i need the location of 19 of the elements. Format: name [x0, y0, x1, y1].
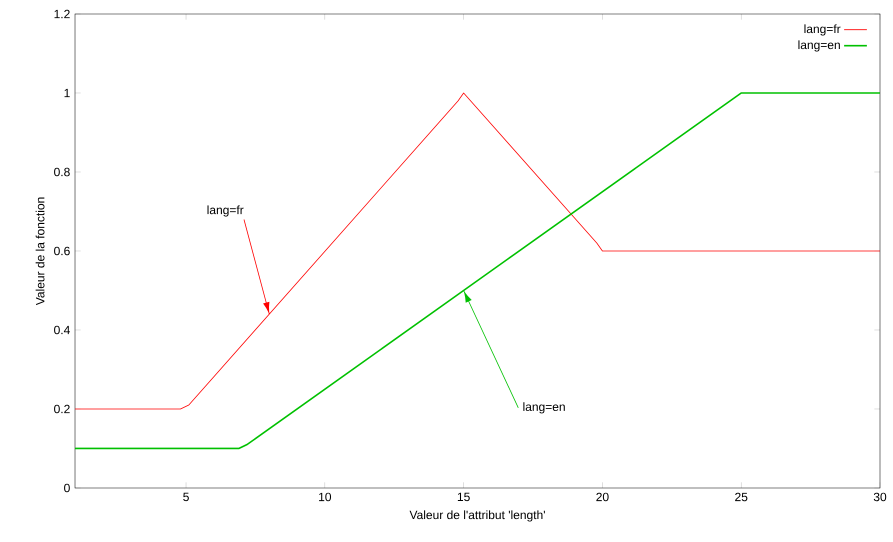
y-tick-label: 0 — [64, 484, 70, 492]
y-tick-label: 0.6 — [54, 246, 70, 256]
x-tick-label: 10 — [319, 492, 332, 502]
x-tick-label: 15 — [458, 492, 470, 502]
y-tick-label: 0.4 — [54, 326, 70, 334]
y-tick-label: 0.2 — [54, 404, 70, 414]
x-tick-label: 5 — [183, 492, 189, 502]
x-tick-label: 25 — [735, 492, 748, 502]
y-tick-label: 0.8 — [54, 168, 70, 176]
annotation: lang=en — [523, 402, 565, 414]
x-axis-title: Valeur de l'attribut 'length' — [410, 510, 545, 522]
y-tick-label: 1.2 — [54, 10, 70, 18]
y-tick-label: 1 — [64, 88, 70, 98]
legend-label: lang=en — [798, 40, 840, 52]
x-tick-label: 20 — [596, 492, 609, 502]
annotation: lang=fr — [208, 205, 244, 217]
x-tick-label: 30 — [874, 492, 886, 502]
y-axis-title: Valeur de la fonction — [36, 198, 44, 306]
legend-label: lang=fr — [804, 24, 840, 36]
